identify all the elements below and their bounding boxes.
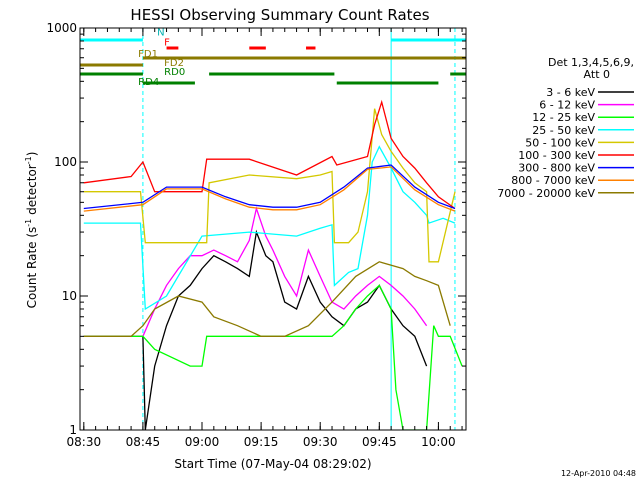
series-line-6 (83, 99, 456, 210)
annotation-f: F (164, 38, 170, 49)
legend-label: 12 - 25 keV (532, 111, 595, 124)
y-tick-label: 100 (54, 155, 77, 169)
legend-label: 25 - 50 keV (532, 124, 595, 137)
chart-title: HESSI Observing Summary Count Rates (130, 6, 429, 24)
y-axis: 1 10 100 1000 (46, 21, 466, 437)
legend-label: 50 - 100 keV (525, 136, 595, 149)
x-axis-label: Start Time (07-May-04 08:29:02) (174, 457, 371, 471)
series-line-8 (83, 166, 456, 212)
legend-header-attenuator: Att 0 (584, 68, 610, 81)
legend-label: 800 - 7000 keV (511, 174, 595, 187)
x-tick-label: 10:00 (421, 435, 456, 449)
series-line-7 (83, 164, 456, 210)
y-tick-label: 1 (69, 423, 77, 437)
y-axis-label: Count Rate (s-1 detector-1) (24, 152, 39, 309)
legend-label: 3 - 6 keV (546, 86, 595, 99)
x-tick-label: 08:30 (67, 435, 102, 449)
plot-frame (79, 27, 467, 431)
x-axis: 08:30 08:45 09:00 09:15 09:30 09:45 10:00 (67, 28, 463, 449)
x-tick-label: 09:00 (185, 435, 220, 449)
legend-label: 100 - 300 keV (518, 149, 595, 162)
series-line-4 (83, 145, 456, 311)
annotation-rd4: RD4 (138, 77, 159, 88)
annotation-fd1: FD1 (138, 49, 158, 60)
annotation-n: N (157, 27, 164, 38)
legend-label: 6 - 12 keV (539, 99, 595, 112)
x-tick-label: 08:45 (126, 435, 161, 449)
x-tick-label: 09:15 (244, 435, 279, 449)
annotation-rd0: RD0 (164, 67, 185, 78)
series-line-5 (83, 108, 456, 263)
annotation-fd2: FD2 (164, 58, 184, 69)
series-line-9 (83, 261, 451, 337)
x-tick-label: 09:45 (362, 435, 397, 449)
render-timestamp: 12-Apr-2010 04:48 (561, 469, 636, 478)
y-tick-label: 10 (62, 289, 77, 303)
legend-label: 300 - 800 keV (518, 162, 595, 175)
series-line-3 (83, 284, 463, 430)
y-tick-label: 1000 (46, 21, 77, 35)
series-line-1 (83, 229, 428, 430)
legend-header-detectors: Det 1,3,4,5,6,9, (548, 56, 634, 69)
legend-label: 7000 - 20000 keV (497, 187, 595, 200)
x-tick-label: 09:30 (303, 435, 338, 449)
series-line-2 (83, 206, 428, 337)
